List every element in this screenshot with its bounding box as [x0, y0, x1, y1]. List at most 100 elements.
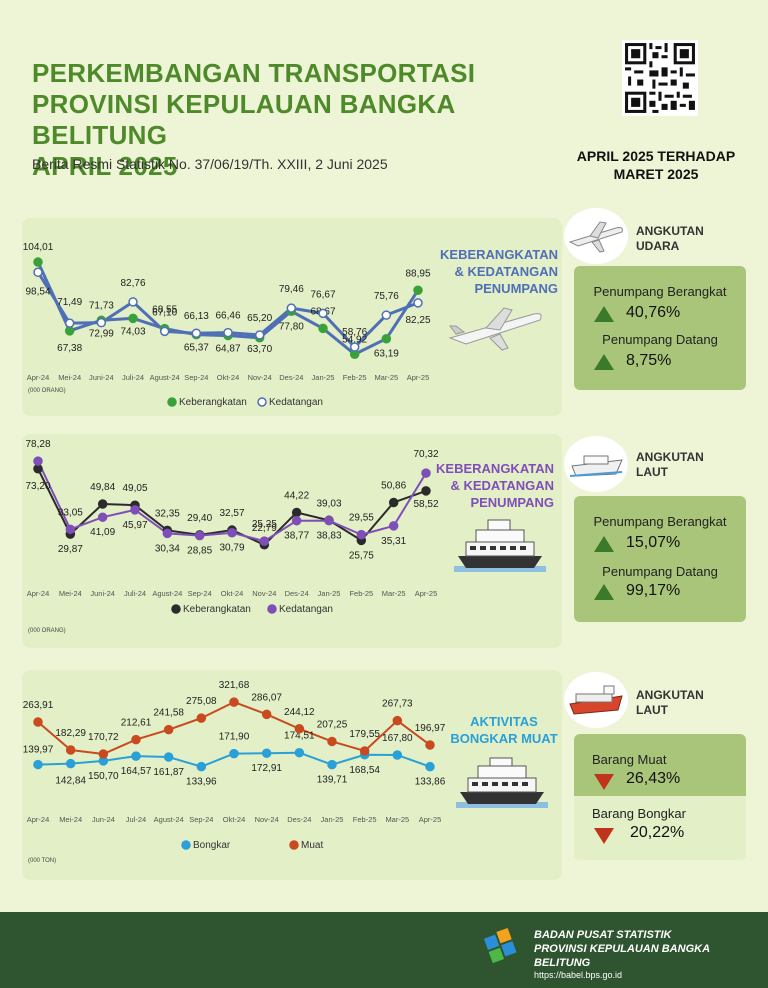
chart-panel-laut	[22, 434, 562, 648]
tick-label-0-10: Feb-25	[343, 373, 367, 382]
data-point-1-1-9	[324, 515, 334, 526]
data-label-2-1-1: 182,29	[55, 728, 86, 739]
data-label-1-0-6: 32,57	[219, 508, 244, 519]
data-point-1-1-7	[259, 536, 270, 546]
ferry-illustration	[454, 519, 546, 572]
legend-label-0-0: Keberangkatan	[179, 397, 247, 408]
stat-box-laut-penumpang: Penumpang Berangkat 15,07% Penumpang Dat…	[574, 496, 746, 622]
tick-label-0-12: Apr-25	[407, 373, 430, 382]
panel-title-laut-line-1: KEBERANGKATAN	[436, 461, 554, 476]
stat-value-udara-berangkat: 40,76%	[626, 304, 681, 321]
title-line-1: PERKEMBANGAN TRANSPORTASI	[32, 58, 476, 88]
tick-label-0-11: Mar-25	[374, 373, 398, 382]
airplane-icon-graphic	[568, 221, 623, 253]
data-point-0-0-11	[381, 333, 392, 344]
stat-label-laut-berangkat: Penumpang Berangkat	[593, 514, 727, 529]
unit-note-2: (000 TON)	[28, 858, 56, 864]
panel-title-bongkar-muat: AKTIVITAS BONGKAR MUAT	[444, 713, 564, 747]
data-label-0-0-1: 67,38	[57, 343, 82, 354]
stat-value-laut-datang: 99,17%	[626, 582, 681, 599]
data-label-1-1-4: 30,34	[155, 543, 180, 554]
data-label-2-1-5: 275,08	[186, 696, 217, 707]
tick-label-2-7: Nov-24	[255, 815, 279, 824]
tick-label-2-0: Apr-24	[27, 815, 50, 824]
data-point-1-0-8	[291, 507, 302, 518]
data-point-0-1-12	[413, 298, 423, 308]
cargo-ship-icon	[564, 672, 628, 728]
data-point-2-0-9	[327, 759, 337, 770]
data-point-0-1-3	[128, 297, 138, 307]
page-subtitle: Berita Resmi Statistik No. 37/06/19/Th. …	[32, 156, 388, 172]
footer-bar	[0, 912, 768, 988]
data-point-1-0-11	[388, 497, 399, 508]
tick-label-2-12: Apr-25	[419, 815, 442, 824]
footer-org-line-2: PROVINSI KEPULAUAN BANGKA BELITUNG	[534, 943, 710, 969]
data-label-1-0-10: 25,75	[349, 550, 374, 561]
legend-marker-1-0	[171, 604, 181, 614]
arrow-down-icon	[594, 828, 614, 849]
data-point-2-1-1	[65, 745, 76, 755]
tick-label-2-6: Okt-24	[223, 815, 246, 824]
data-point-0-1-10	[349, 342, 360, 352]
data-point-0-1-2	[96, 317, 107, 328]
data-point-2-0-6	[229, 748, 239, 759]
data-label-2-0-0: 139,97	[23, 745, 54, 756]
data-point-1-1-3	[130, 505, 140, 515]
data-point-0-1-5	[191, 328, 202, 338]
category-udara-line-1: ANGKUTAN	[636, 224, 704, 238]
data-point-0-1-1	[64, 318, 75, 328]
data-label-1-0-7: 22,79	[252, 523, 277, 534]
panel-title-udara-line-3: PENUMPANG	[474, 281, 558, 296]
tick-label-1-0: Apr-24	[27, 589, 50, 598]
legend-label-1-0: Keberangkatan	[183, 604, 251, 615]
qr-code-icon[interactable]	[622, 40, 698, 116]
data-label-0-1-11: 75,76	[374, 291, 399, 302]
data-label-2-0-5: 133,96	[186, 777, 217, 788]
data-point-1-0-2	[97, 499, 108, 509]
data-point-0-1-11	[381, 310, 392, 320]
tick-label-0-6: Okt-24	[217, 373, 240, 382]
data-label-1-0-0: 73,20	[25, 481, 50, 492]
footer-url[interactable]: https://babel.bps.go.id	[534, 970, 623, 980]
tick-label-2-4: Agust-24	[154, 815, 184, 824]
category-label-laut-penumpang: ANGKUTAN LAUT	[636, 450, 704, 480]
panel-title-laut-line-3: PENUMPANG	[470, 495, 554, 510]
data-point-2-1-7	[261, 709, 272, 720]
tick-label-0-1: Mei-24	[58, 373, 81, 382]
data-point-2-0-4	[163, 752, 174, 762]
data-label-2-0-9: 139,71	[317, 775, 348, 786]
bps-logo-icon	[483, 927, 517, 964]
data-label-2-1-11: 267,73	[382, 699, 413, 710]
data-label-0-1-9: 76,67	[310, 289, 335, 300]
qr-code-graphic	[622, 40, 698, 116]
data-label-0-0-10: 54,92	[342, 334, 367, 345]
data-point-2-1-10	[359, 746, 370, 756]
data-label-0-1-3: 82,76	[120, 278, 145, 289]
data-label-2-0-1: 142,84	[55, 776, 86, 787]
data-label-1-1-1: 33,05	[58, 507, 83, 518]
panel-title-udara-line-1: KEBERANGKATAN	[440, 247, 558, 262]
data-point-2-0-12	[425, 761, 435, 772]
data-point-2-1-5	[196, 713, 207, 723]
tick-label-1-6: Okt-24	[221, 589, 244, 598]
data-point-2-1-8	[294, 724, 305, 734]
tick-label-2-2: Jun-24	[92, 815, 115, 824]
panel-title-bm-line-1: AKTIVITAS	[470, 714, 538, 729]
data-label-1-0-5: 29,40	[187, 513, 212, 524]
data-label-2-1-4: 241,58	[153, 708, 184, 719]
category-label-laut-barang: ANGKUTAN LAUT	[636, 688, 704, 718]
tick-label-1-1: Mei-24	[59, 589, 82, 598]
tick-label-1-5: Sep-24	[188, 589, 212, 598]
data-label-0-1-1: 71,49	[57, 297, 82, 308]
legend-marker-1-1	[267, 604, 277, 614]
legend-label-1-1: Kedatangan	[279, 604, 333, 615]
stat-label-udara-berangkat: Penumpang Berangkat	[593, 284, 727, 299]
category-udara-line-2: UDARA	[636, 239, 680, 253]
arrow-down-icon	[594, 774, 614, 795]
data-point-1-1-5	[194, 530, 205, 541]
data-point-1-1-12	[421, 468, 431, 478]
tick-label-0-3: Juli-24	[122, 373, 144, 382]
footer-org: BADAN PUSAT STATISTIK PROVINSI KEPULAUAN…	[534, 928, 768, 980]
title-line-2: PROVINSI KEPULAUAN BANGKA BELITUNG	[32, 89, 455, 150]
